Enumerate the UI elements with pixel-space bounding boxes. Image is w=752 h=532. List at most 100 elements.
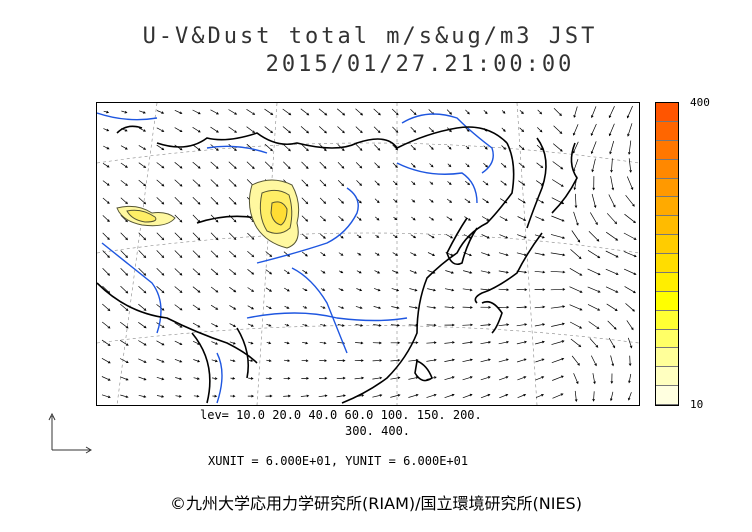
wind-arrow (426, 341, 437, 344)
wind-arrow (229, 341, 236, 345)
wind-arrow (247, 269, 255, 275)
wind-arrow (174, 250, 183, 259)
wind-arrow (174, 179, 183, 187)
wind-arrow (411, 216, 416, 221)
wind-arrow (572, 158, 579, 172)
wind-arrow (518, 145, 525, 151)
wind-arrow (102, 215, 110, 222)
wind-arrow (102, 232, 110, 241)
wind-arrow (501, 145, 507, 150)
wind-arrow (212, 394, 218, 398)
wind-arrow (569, 286, 583, 293)
wind-arrow (516, 323, 528, 327)
wind-arrow (390, 358, 401, 362)
map-title: U-V&Dust total m/s&ug/m3 JST (142, 24, 598, 49)
wind-arrow (101, 376, 111, 381)
wind-arrow (210, 286, 219, 293)
wind-arrow (447, 181, 452, 185)
wind-arrow (301, 161, 309, 170)
wind-arrow (587, 250, 601, 259)
wind-arrow (156, 340, 165, 346)
wind-arrow (571, 230, 581, 243)
wind-arrow (608, 194, 616, 208)
wind-arrow (627, 392, 632, 401)
wind-arrow (338, 197, 345, 204)
wind-arrow (174, 214, 183, 223)
wind-arrow (480, 340, 492, 345)
wind-arrow (429, 145, 434, 150)
wind-arrow (392, 126, 399, 133)
wind-arrow (573, 106, 578, 118)
wind-arrow (247, 287, 255, 292)
wind-arrow (573, 373, 579, 385)
colorbar-segment (656, 348, 678, 368)
wind-arrow (391, 288, 400, 292)
wind-arrow (210, 232, 219, 241)
wind-arrow (628, 355, 632, 367)
wind-arrow (119, 340, 129, 346)
wind-arrow (536, 180, 544, 186)
wind-arrow (319, 197, 327, 205)
wind-arrow (120, 303, 129, 311)
wind-arrow (318, 394, 328, 398)
wind-arrow (446, 198, 453, 203)
wind-arrow (355, 324, 364, 327)
dust-contours (116, 179, 300, 249)
wind-arrow (156, 395, 165, 398)
copyright-notice: ©九州大学応用力学研究所(RIAM)/国立環境研究所(NIES) (170, 494, 582, 513)
wind-arrow (192, 214, 201, 223)
wind-arrow (375, 234, 380, 238)
wind-arrow (482, 180, 489, 186)
wind-arrow (211, 377, 218, 380)
wind-arrow (120, 285, 129, 294)
wind-arrow (500, 180, 507, 186)
wind-arrow (553, 107, 562, 117)
wind-dust-map (96, 102, 640, 406)
wind-arrow (550, 270, 566, 274)
wind-arrow (355, 144, 363, 151)
wind-arrow (284, 287, 290, 292)
wind-arrow (374, 144, 381, 151)
wind-arrow (119, 358, 129, 364)
map-timestamp: 2015/01/27.21:00:00 (265, 52, 575, 77)
wind-arrow (138, 197, 147, 205)
colorbar-segment (656, 291, 678, 311)
wind-arrow (120, 145, 128, 150)
wind-arrow (444, 323, 455, 327)
wind-arrow (519, 109, 524, 115)
rivers (97, 112, 494, 404)
wind-arrow (589, 338, 599, 348)
wind-arrow (410, 252, 417, 256)
wind-arrow (138, 303, 147, 311)
wind-arrow (463, 270, 473, 274)
wind-arrow (462, 376, 473, 381)
wind-arrow (210, 179, 219, 187)
wind-arrow (536, 162, 544, 169)
wind-arrow (391, 108, 399, 116)
colorbar-segment (656, 272, 678, 292)
wind-arrow (410, 144, 416, 151)
wind-arrow (551, 215, 565, 222)
wind-arrow (372, 341, 382, 345)
wind-arrow (357, 252, 362, 256)
wind-arrow (356, 234, 362, 239)
wind-arrow (192, 232, 201, 241)
wind-arrow (516, 252, 527, 257)
wind-arrow (318, 376, 328, 380)
wind-arrow (517, 216, 527, 221)
wind-arrow (444, 376, 455, 381)
wind-arrow (587, 304, 601, 311)
wind-arrow (444, 306, 455, 309)
coastlines (97, 125, 578, 404)
wind-arrow (550, 252, 566, 257)
wind-arrow (610, 373, 614, 384)
wind-arrow (573, 211, 579, 226)
wind-arrow (535, 216, 545, 221)
wind-arrow (210, 126, 219, 133)
wind-arrow (301, 197, 309, 205)
wind-arrow (569, 304, 583, 311)
wind-arrow (264, 161, 273, 170)
wind-arrow (390, 393, 401, 398)
wind-arrow (336, 108, 346, 116)
wind-arrow (355, 341, 364, 345)
